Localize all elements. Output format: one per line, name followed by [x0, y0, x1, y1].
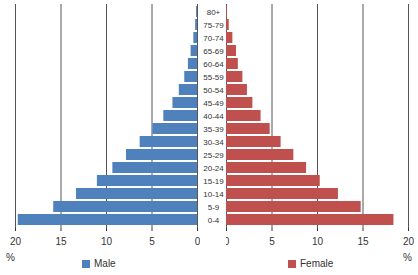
svg-text:0-4: 0-4 [208, 216, 220, 225]
svg-text:20: 20 [10, 236, 22, 247]
svg-text:15: 15 [357, 236, 369, 247]
svg-text:10: 10 [101, 236, 113, 247]
html-text:Male: Male [94, 258, 116, 269]
svg-text:70-74: 70-74 [203, 34, 224, 43]
svg-text:5: 5 [269, 236, 275, 247]
svg-text:50-54: 50-54 [203, 86, 224, 95]
svg-text:65-69: 65-69 [203, 47, 224, 56]
svg-text:75-79: 75-79 [203, 21, 224, 30]
svg-text:25-29: 25-29 [203, 151, 224, 160]
svg-text:15-19: 15-19 [203, 177, 224, 186]
svg-text:30-34: 30-34 [203, 138, 224, 147]
svg-text:5: 5 [149, 236, 155, 247]
svg-text:20: 20 [403, 236, 415, 247]
svg-text:20-24: 20-24 [203, 164, 224, 173]
svg-text:35-39: 35-39 [203, 125, 224, 134]
svg-text:40-44: 40-44 [203, 112, 224, 121]
svg-text:55-59: 55-59 [203, 73, 224, 82]
html-text:Female: Female [300, 258, 334, 269]
svg-text:80+: 80+ [207, 8, 221, 17]
svg-text:45-49: 45-49 [203, 99, 224, 108]
svg-text:15: 15 [55, 236, 67, 247]
svg-text:5-9: 5-9 [208, 203, 220, 212]
svg-text:60-64: 60-64 [203, 60, 224, 69]
svg-text:10: 10 [312, 236, 324, 247]
svg-text:0: 0 [226, 236, 230, 247]
svg-text:10-14: 10-14 [203, 190, 224, 199]
